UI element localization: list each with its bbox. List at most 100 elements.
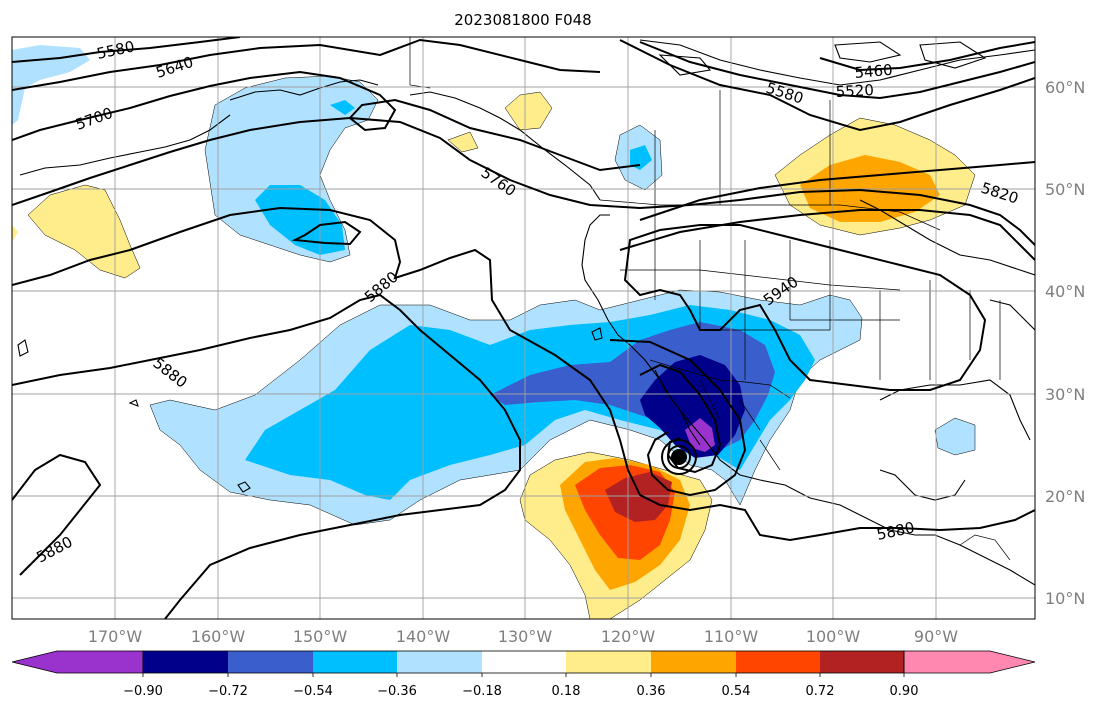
contour-cyclone-ring-2 <box>667 445 691 469</box>
contour-5760 <box>12 116 1035 246</box>
contour-layer <box>12 37 1035 619</box>
coast-arctic <box>639 39 1035 86</box>
shade-deepsky-north <box>255 185 345 255</box>
colorbar-tick-label: −0.54 <box>293 684 333 699</box>
shade-brick-mexico <box>605 472 672 522</box>
border-us-mexico <box>649 359 791 399</box>
colorbar-cells <box>12 650 1035 674</box>
border-canada-prov <box>654 90 831 205</box>
map-panel: 5580 5640 5700 5760 5880 5880 5880 5940 … <box>12 37 1035 619</box>
contour-5700 <box>12 70 641 172</box>
contour-5880-inner <box>291 220 362 246</box>
contour-5640 <box>12 38 601 91</box>
contour-5580-east <box>619 39 1035 132</box>
coast-aleutians <box>19 114 231 176</box>
border-states-b <box>620 269 901 331</box>
colorbar-tick-label: 0.72 <box>806 684 835 699</box>
border-mexico-states <box>699 379 781 471</box>
contour-5940 <box>623 224 987 391</box>
contour-cyclone-ring-1 <box>661 439 697 475</box>
colorbar-tick-label: 0.18 <box>552 684 581 699</box>
borders-layer <box>409 37 1011 561</box>
border-us-canada <box>599 199 941 231</box>
map-frame <box>11 36 1036 620</box>
colorbar-cell <box>651 651 736 673</box>
colorbar-cell <box>397 651 482 673</box>
coast-island-sm2 <box>17 339 29 357</box>
shade-deepsky-bc <box>630 145 652 170</box>
coast-alaska-west <box>229 79 379 101</box>
lon-label: 150°W <box>293 627 348 646</box>
coast-hudson <box>859 199 1035 276</box>
coastline-layer <box>17 39 1035 586</box>
colorbar-cell <box>313 651 397 673</box>
lon-label: 120°W <box>601 627 656 646</box>
colorbar-cell <box>566 651 651 673</box>
colorbar-cell <box>228 651 313 673</box>
border-states-a <box>654 200 831 380</box>
shading-layer <box>12 45 976 619</box>
coast-north-america-west <box>581 214 1035 586</box>
shade-deepsky-north2 <box>330 100 355 115</box>
shade-yellow-alaska2 <box>447 131 479 153</box>
colorbar-tick-label: −0.36 <box>377 684 417 699</box>
colorbar: −0.90 −0.72 −0.54 −0.36 −0.18 0.18 0.36 0.54 0.7… <box>11 650 1036 699</box>
shade-light-blue-west <box>12 45 90 125</box>
lat-label: 50°N <box>1045 180 1085 199</box>
coast-alaska <box>409 91 601 201</box>
shade-light-blue-gulf <box>934 417 976 456</box>
coast-island-2 <box>919 41 987 69</box>
contour-label: 5460 <box>854 61 894 82</box>
colorbar-tick-label: −0.18 <box>462 684 502 699</box>
coast-island-1 <box>834 41 902 63</box>
coast-island-socorro <box>591 327 603 341</box>
border-states-c <box>879 280 1001 380</box>
contour-5520 <box>639 41 1035 100</box>
contour-5460 <box>819 41 1035 72</box>
colorbar-cell <box>143 651 228 673</box>
lon-label: 160°W <box>191 627 246 646</box>
colorbar-left-extension <box>11 650 144 674</box>
colorbar-tick-label: 0.54 <box>722 684 751 699</box>
coast-island-sm <box>128 399 139 407</box>
lat-label: 20°N <box>1045 487 1085 506</box>
contour-5880-main <box>12 206 1035 542</box>
colorbar-cell <box>482 651 566 673</box>
lon-label: 90°W <box>914 627 958 646</box>
contour-5880-loop <box>12 293 521 619</box>
colorbar-right-extension <box>903 650 1036 674</box>
colorbar-cell <box>820 651 904 673</box>
figure-title: 2023081800 F048 <box>454 11 591 29</box>
shade-yellow-west-edge <box>12 225 18 242</box>
coast-island-3 <box>658 54 712 76</box>
contour-label: 5520 <box>835 81 874 101</box>
coast-baja <box>654 369 701 446</box>
colorbar-tick-label: 0.36 <box>637 684 666 699</box>
colorbar-cell <box>12 651 143 673</box>
contour-5880-sw <box>12 453 102 576</box>
lon-label: 140°W <box>396 627 451 646</box>
contour-5820-lower <box>619 209 1035 261</box>
lat-label: 40°N <box>1045 282 1085 301</box>
contour-5580-west <box>12 37 241 63</box>
colorbar-cell <box>736 651 820 673</box>
colorbar-cell <box>904 651 1035 673</box>
cyclone-center-marker <box>671 449 687 465</box>
lat-labels: 60°N 50°N 40°N 30°N 20°N 10°N <box>1045 78 1085 608</box>
lon-label: 100°W <box>806 627 861 646</box>
lat-label: 30°N <box>1045 385 1085 404</box>
contour-low-outer <box>609 339 747 497</box>
lon-labels: 170°W 160°W 150°W 140°W 130°W 120°W 110°… <box>88 627 958 646</box>
colorbar-tick-label: −0.90 <box>123 684 163 699</box>
lon-label: 130°W <box>498 627 553 646</box>
coast-island-hawaii <box>237 481 251 493</box>
contour-5820-upper <box>639 161 1035 221</box>
colorbar-ticks: −0.90 −0.72 −0.54 −0.36 −0.18 0.18 0.36 0.54 0.7… <box>123 673 918 699</box>
colorbar-tick-label: −0.72 <box>208 684 248 699</box>
border-central-am <box>959 534 1011 561</box>
lon-label: 110°W <box>704 627 759 646</box>
lon-label: 170°W <box>88 627 143 646</box>
lat-label: 60°N <box>1045 78 1085 97</box>
lat-label: 10°N <box>1045 589 1085 608</box>
